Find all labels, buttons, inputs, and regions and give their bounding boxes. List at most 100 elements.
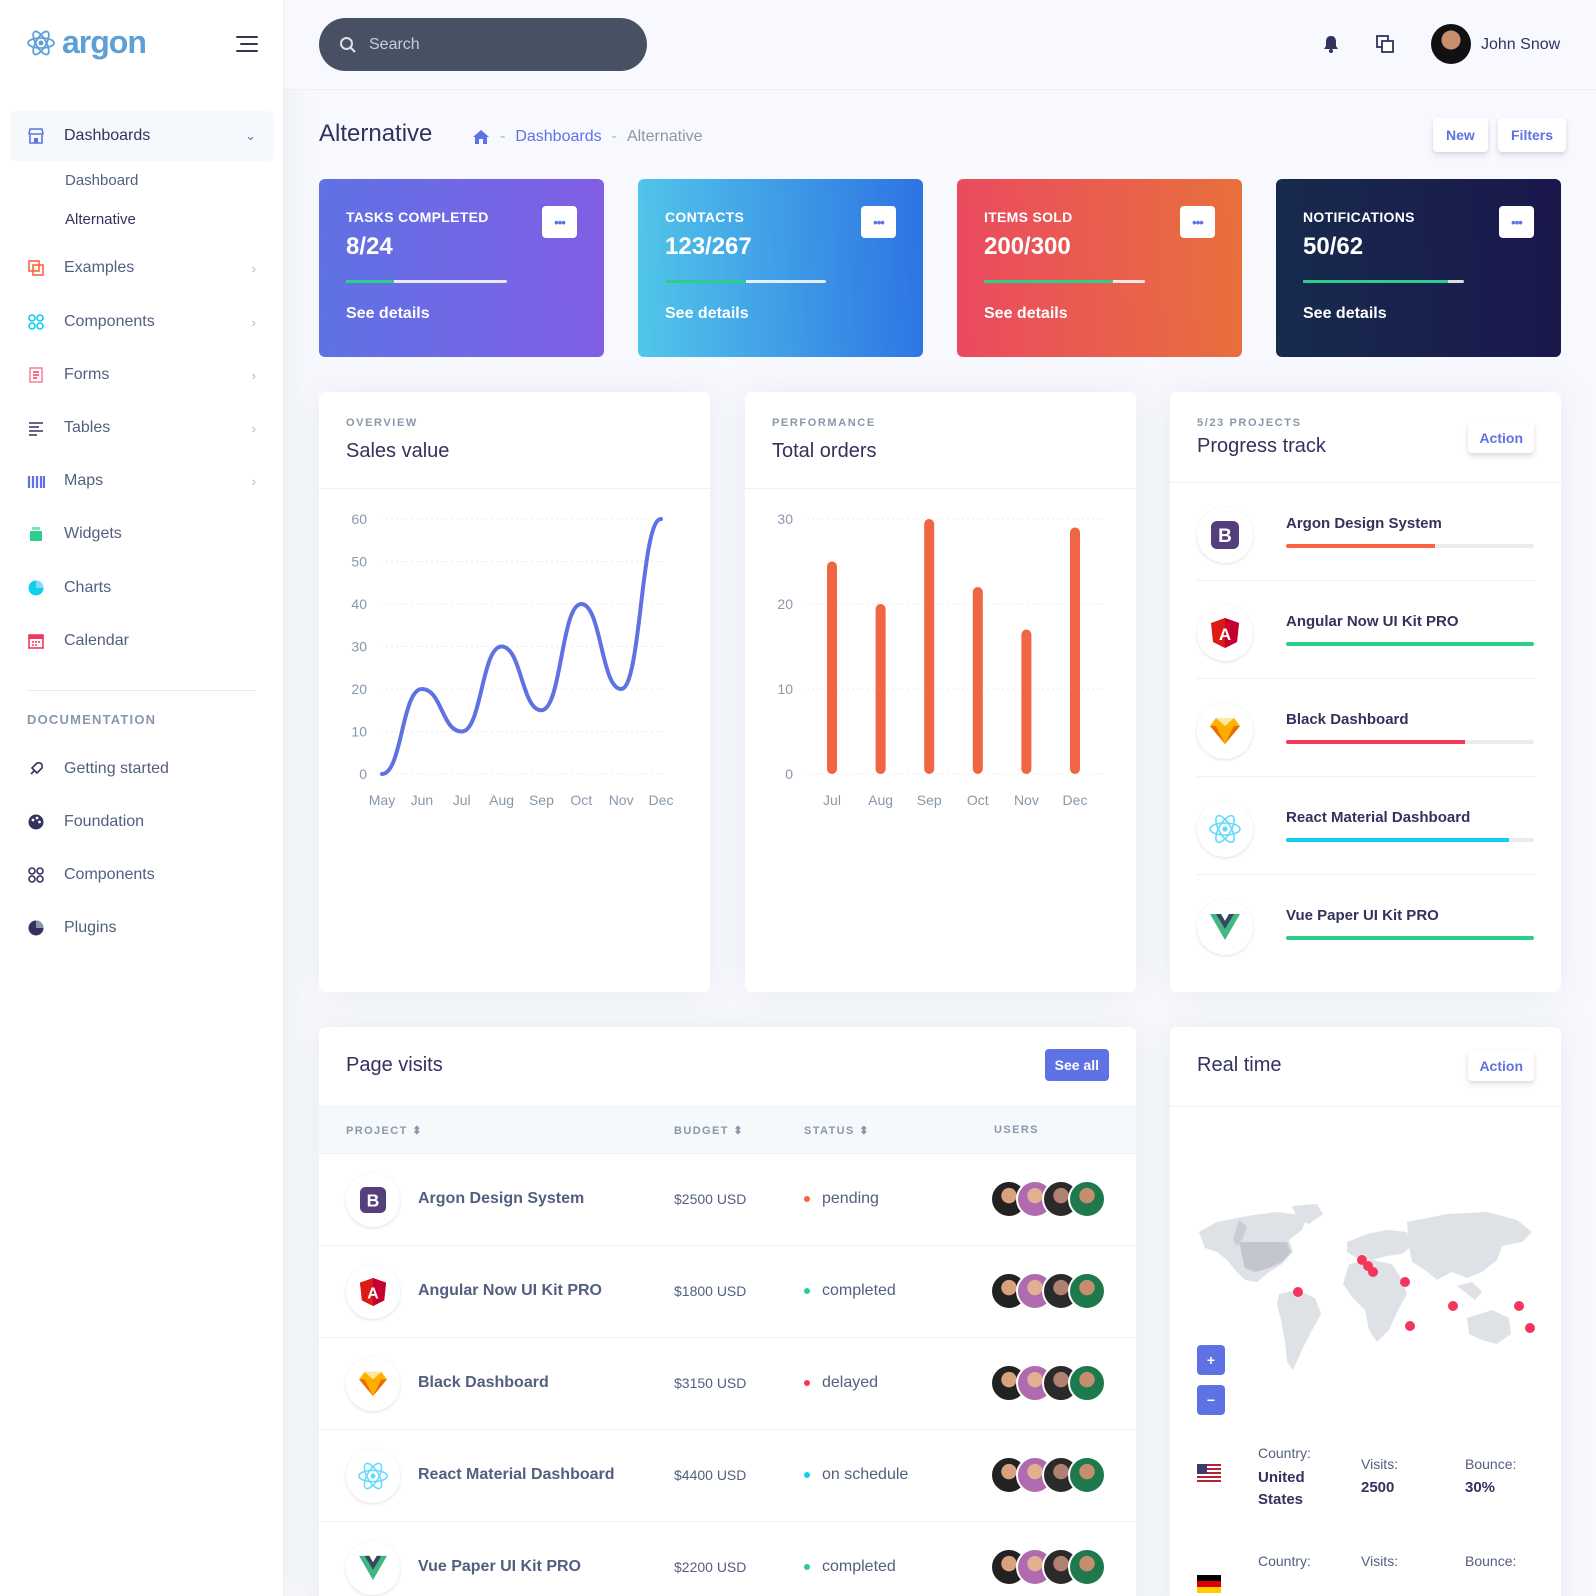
sidebar-item-getting-started[interactable]: Getting started xyxy=(10,744,274,794)
table-row[interactable]: Vue Paper UI Kit PRO $2200 USD completed xyxy=(319,1522,1136,1596)
table-row[interactable]: A Angular Now UI Kit PRO $1800 USD compl… xyxy=(319,1246,1136,1338)
project-row[interactable]: Black Dashboard xyxy=(1197,679,1535,777)
sidebar-subitem-alternative[interactable]: Alternative xyxy=(65,211,136,228)
th-users: USERS xyxy=(994,1124,1039,1136)
stat-label: ITEMS SOLD xyxy=(984,209,1073,225)
project-progress xyxy=(1286,544,1534,548)
th-project[interactable]: PROJECT ⬍ xyxy=(346,1125,423,1137)
sidebar-item-forms[interactable]: Forms › xyxy=(10,350,274,400)
us-flag-icon xyxy=(1197,1464,1221,1482)
th-budget[interactable]: BUDGET ⬍ xyxy=(674,1125,744,1137)
sidebar-item-label: Plugins xyxy=(64,919,117,936)
svg-text:A: A xyxy=(1219,625,1231,644)
chevron-right-icon: › xyxy=(251,473,256,489)
project-progress xyxy=(1286,838,1534,842)
table-row[interactable]: Black Dashboard $3150 USD delayed xyxy=(319,1338,1136,1430)
table-row[interactable]: React Material Dashboard $4400 USD on sc… xyxy=(319,1430,1136,1522)
archive-icon xyxy=(26,524,46,544)
new-button[interactable]: New xyxy=(1433,118,1488,152)
chart-pie-icon xyxy=(26,918,46,938)
angular-icon: A xyxy=(1197,605,1253,661)
y-tick-label: 10 xyxy=(777,681,793,697)
bell-icon[interactable] xyxy=(1321,34,1341,54)
more-icon[interactable]: ••• xyxy=(1499,206,1534,238)
shop-icon xyxy=(26,126,46,146)
country-label: Country: xyxy=(1258,1553,1311,1569)
x-tick-label: Aug xyxy=(489,792,514,808)
more-icon[interactable]: ••• xyxy=(1180,206,1215,238)
project-row[interactable]: A Angular Now UI Kit PRO xyxy=(1197,581,1535,679)
project-name: Angular Now UI Kit PRO xyxy=(418,1282,602,1299)
bar xyxy=(972,587,983,774)
status: completed xyxy=(804,1558,896,1576)
home-icon[interactable] xyxy=(472,129,490,145)
see-details-link[interactable]: See details xyxy=(346,305,430,322)
sidenav-toggle-icon[interactable] xyxy=(236,36,258,57)
project-name: React Material Dashboard xyxy=(418,1466,615,1483)
see-details-link[interactable]: See details xyxy=(665,305,749,322)
visits-label: Visits: xyxy=(1361,1553,1399,1569)
filters-button[interactable]: Filters xyxy=(1498,118,1567,152)
search-icon xyxy=(340,36,356,53)
stat-card-notifications: NOTIFICATIONS 50/62 ••• See details xyxy=(1276,179,1561,357)
user-name[interactable]: John Snow xyxy=(1481,36,1561,53)
sidebar-item-maps[interactable]: Maps › xyxy=(10,456,274,506)
sidebar-item-foundation[interactable]: Foundation xyxy=(10,797,274,847)
bounce-label: Bounce: xyxy=(1465,1553,1517,1569)
x-tick-label: Sep xyxy=(917,792,942,808)
align-left-icon xyxy=(26,418,46,438)
table-row[interactable]: B Argon Design System $2500 USD pending xyxy=(319,1154,1136,1246)
avatar-group[interactable] xyxy=(990,1180,1106,1218)
see-details-link[interactable]: See details xyxy=(984,305,1068,322)
action-button[interactable]: Action xyxy=(1468,1050,1534,1081)
breadcrumb-dashboards[interactable]: Dashboards xyxy=(515,128,602,145)
card-overline: OVERVIEW xyxy=(346,417,418,429)
zoom-in-button[interactable]: + xyxy=(1197,1345,1225,1375)
project-row[interactable]: Vue Paper UI Kit PRO xyxy=(1197,875,1535,973)
avatar-group[interactable] xyxy=(990,1456,1106,1494)
y-tick-label: 0 xyxy=(359,766,367,782)
more-icon[interactable]: ••• xyxy=(861,206,896,238)
avatar-group[interactable] xyxy=(990,1272,1106,1310)
sidebar-item-label: Charts xyxy=(64,579,112,596)
sidebar-item-examples[interactable]: Examples › xyxy=(10,243,274,293)
budget: $3150 USD xyxy=(674,1375,747,1391)
th-status[interactable]: STATUS ⬍ xyxy=(804,1125,870,1137)
sidebar-item-widgets[interactable]: Widgets xyxy=(10,509,274,559)
brand-logo[interactable]: argon xyxy=(26,24,147,61)
sort-icon: ⬍ xyxy=(412,1125,423,1137)
sidebar-item-tables[interactable]: Tables › xyxy=(10,403,274,453)
search-input[interactable]: Search xyxy=(319,18,647,71)
card-title: Page visits xyxy=(346,1054,443,1076)
x-tick-label: Jul xyxy=(453,792,471,808)
sketch-icon xyxy=(1197,703,1253,759)
x-tick-label: Oct xyxy=(967,792,989,808)
sidebar-item-calendar[interactable]: Calendar xyxy=(10,616,274,666)
search-placeholder: Search xyxy=(369,35,420,53)
project-row[interactable]: B Argon Design System xyxy=(1197,483,1535,581)
sidebar-item-doc-components[interactable]: Components xyxy=(10,850,274,900)
data-point xyxy=(580,603,582,605)
zoom-out-button[interactable]: − xyxy=(1197,1385,1225,1415)
see-all-button[interactable]: See all xyxy=(1044,1049,1109,1081)
world-map[interactable] xyxy=(1197,1202,1535,1382)
user-avatar[interactable] xyxy=(1431,24,1471,64)
see-details-link[interactable]: See details xyxy=(1303,305,1387,322)
sidebar-item-components[interactable]: Components › xyxy=(10,297,274,347)
sidebar-item-label: Foundation xyxy=(64,813,145,830)
action-button[interactable]: Action xyxy=(1468,422,1534,453)
avatar-group[interactable] xyxy=(990,1548,1106,1586)
stat-progress xyxy=(1303,280,1464,283)
budget: $2200 USD xyxy=(674,1559,747,1575)
devices-icon[interactable] xyxy=(1375,34,1395,54)
avatar-group[interactable] xyxy=(990,1364,1106,1402)
sidebar-item-charts[interactable]: Charts xyxy=(10,563,274,613)
svg-text:A: A xyxy=(367,1286,379,1303)
more-icon[interactable]: ••• xyxy=(542,206,577,238)
project-name: Argon Design System xyxy=(1286,515,1442,532)
sidebar-item-dashboards[interactable]: Dashboards ⌄ xyxy=(10,111,274,161)
sidebar-subitem-dashboard[interactable]: Dashboard xyxy=(65,172,139,189)
sidebar-item-plugins[interactable]: Plugins xyxy=(10,903,274,953)
project-row[interactable]: React Material Dashboard xyxy=(1197,777,1535,875)
map-big-icon xyxy=(26,471,46,491)
